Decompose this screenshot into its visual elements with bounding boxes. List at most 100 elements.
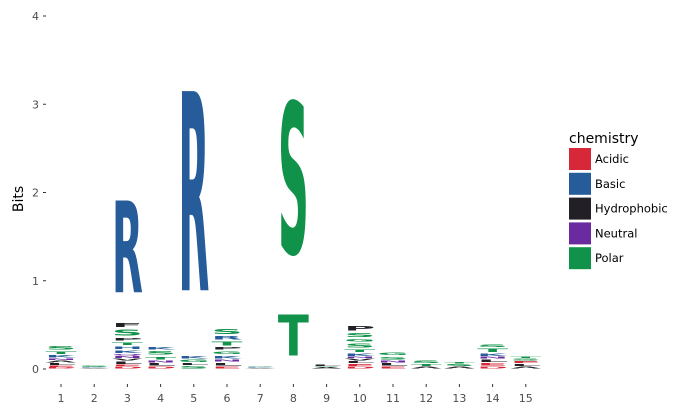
y-axis: 0 1 2 3 4	[32, 10, 46, 376]
logo-letter: Q	[112, 354, 143, 356]
logo-letter: G	[344, 338, 375, 342]
logo-letter: S	[178, 366, 209, 369]
logo-letter: N	[477, 357, 508, 360]
x-tick-label: 15	[519, 392, 533, 405]
logo-letter: T	[411, 364, 442, 367]
logo-letter: L	[477, 359, 508, 363]
logo-letter: S	[245, 366, 276, 367]
logo-letter: S	[444, 364, 475, 367]
legend-label: Basic	[595, 177, 625, 191]
logo-letter: F	[112, 322, 143, 328]
logo-letter: L	[311, 365, 342, 367]
logo-letter: N	[344, 357, 375, 359]
x-tick-label: 4	[157, 392, 164, 405]
x-tick-label: 6	[224, 392, 231, 405]
logo-letter: K	[211, 355, 242, 359]
logo-letter: V	[344, 358, 375, 361]
logo-letter: N	[212, 359, 243, 362]
logo-letter: T	[212, 341, 243, 347]
logo-letter: P	[112, 337, 143, 341]
legend-swatch	[569, 247, 591, 270]
logo-letter: E	[212, 366, 243, 369]
logo-letter: D	[112, 366, 143, 369]
logo-letter: K	[245, 367, 276, 368]
logo-letter: S	[46, 345, 77, 350]
logo-letter: L	[178, 363, 209, 366]
logo-letter: A	[245, 368, 276, 369]
legend-swatch	[569, 172, 591, 195]
y-tick-label: 2	[32, 187, 39, 200]
logo-letter: R	[112, 176, 143, 323]
logo-letter: A	[311, 367, 342, 369]
logo-letter: T	[477, 348, 508, 353]
logo-letter: T	[344, 349, 375, 353]
logo-letter: P	[344, 325, 375, 332]
x-tick-label: 13	[452, 392, 466, 405]
logo-letter: K	[46, 355, 77, 358]
logo-letter: T	[444, 362, 475, 364]
logo-letter: L	[145, 363, 176, 367]
logo-letter: N	[145, 360, 176, 363]
y-tick-label: 0	[32, 363, 39, 376]
logo-letter: D	[46, 367, 77, 369]
logo-letter: T	[145, 356, 176, 360]
logo-letter: S	[212, 328, 243, 336]
legend-label: Neutral	[595, 226, 637, 240]
legend: chemistry Acidic Basic Hydrophobic Neutral P…	[569, 131, 668, 270]
logo-glyphs: DELANKTSAKSDELVNQKHTPSFRDLNTSKSLGKRELNKG…	[45, 38, 541, 369]
logo-letter: S	[344, 332, 375, 338]
logo-letter: S	[311, 366, 342, 367]
logo-letter: S	[477, 344, 508, 348]
logo-letter: D	[477, 366, 508, 369]
legend-swatch	[569, 197, 591, 220]
logo-letter: S	[145, 351, 176, 356]
legend-title: chemistry	[569, 131, 639, 147]
logo-letter: L	[112, 361, 143, 365]
logo-letter: T	[45, 350, 76, 354]
logo-letter: R	[178, 38, 209, 356]
logo-letter: K	[79, 367, 110, 368]
legend-swatch	[569, 148, 591, 170]
legend-swatch	[569, 222, 591, 245]
logo-letter: E	[112, 365, 143, 367]
x-tick-label: 10	[353, 392, 367, 405]
logo-letter: A	[444, 366, 475, 369]
logo-letter: L	[378, 363, 409, 367]
logo-letter: D	[145, 366, 176, 369]
logo-letter: L	[510, 364, 541, 367]
logo-letter: L	[344, 361, 375, 364]
y-tick-label: 4	[32, 10, 39, 23]
x-tick-label: 5	[190, 392, 197, 405]
x-tick-label: 11	[386, 392, 400, 405]
x-axis: 1 2 3 4 5 6 7 8 9 10 11 12 13 14 15	[58, 384, 533, 405]
logo-letter: R	[212, 335, 243, 340]
logo-letter: A	[79, 368, 110, 369]
logo-letter: H	[112, 346, 143, 349]
logo-letter: S	[112, 329, 143, 338]
x-tick-label: 9	[323, 392, 330, 405]
logo-letter: E	[344, 364, 375, 367]
logo-letter: T	[278, 304, 309, 370]
x-tick-label: 7	[257, 392, 264, 405]
x-tick-label: 12	[419, 392, 433, 405]
logo-letter: A	[46, 360, 77, 363]
logo-letter: L	[46, 363, 77, 366]
logo-letter: S	[411, 360, 442, 363]
x-tick-label: 3	[124, 392, 131, 405]
logo-letter: E	[45, 365, 76, 367]
logo-letter: N	[46, 358, 77, 360]
logo-letter: E	[510, 361, 541, 364]
logo-letter: P	[212, 347, 243, 351]
x-tick-label: 8	[290, 392, 297, 405]
logo-letter: A	[411, 366, 442, 369]
logo-letter: T	[510, 357, 541, 359]
logo-letter: G	[178, 359, 209, 362]
logo-letter: S	[510, 359, 541, 362]
logo-letter: K	[145, 346, 176, 350]
logo-letter: S	[378, 356, 409, 360]
logo-letter: K	[178, 356, 209, 359]
legend-label: Polar	[595, 251, 624, 265]
logo-letter: A	[510, 366, 541, 369]
x-tick-label: 2	[91, 392, 98, 405]
